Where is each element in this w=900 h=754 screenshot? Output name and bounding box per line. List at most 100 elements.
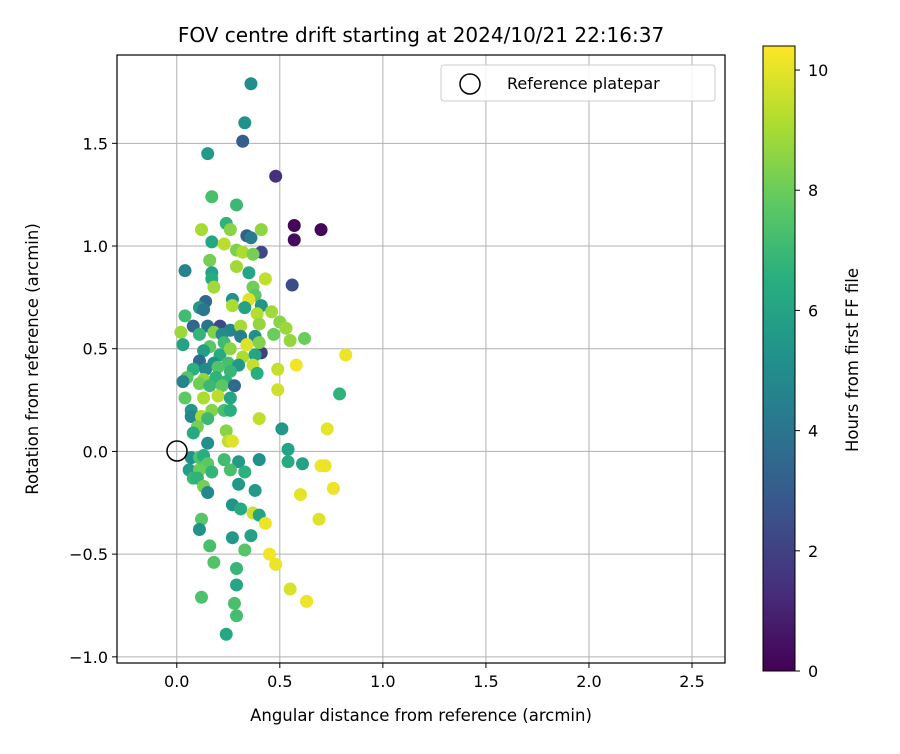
colorbar: 0 2 4 6 8 10 Hours from first FF file — [762, 45, 862, 681]
data-point — [215, 379, 229, 393]
data-point — [230, 609, 244, 623]
data-point — [271, 383, 285, 397]
data-point — [203, 539, 217, 553]
data-point — [234, 502, 248, 516]
data-point — [248, 483, 262, 497]
data-point — [225, 531, 239, 545]
colorbar-ticks: 0 2 4 6 8 10 — [795, 61, 828, 681]
legend-marker-icon — [459, 73, 481, 95]
data-point — [258, 516, 272, 530]
data-point — [232, 455, 246, 469]
data-point — [174, 325, 188, 339]
x-tick-label: 1.0 — [370, 672, 395, 691]
data-point — [252, 412, 266, 426]
data-point — [339, 348, 353, 362]
data-point — [184, 410, 198, 424]
x-tick-label: 2.0 — [576, 672, 601, 691]
data-point — [238, 116, 252, 130]
data-point — [211, 360, 225, 374]
reference-point — [166, 440, 188, 462]
colorbar-tick-label: 6 — [808, 301, 818, 320]
data-point — [223, 391, 237, 405]
data-point — [326, 481, 340, 495]
data-point — [252, 453, 266, 467]
data-point — [223, 342, 237, 356]
data-point — [201, 436, 215, 450]
data-point — [244, 77, 258, 91]
data-point — [250, 307, 264, 321]
legend-entry-reference: Reference platepar — [507, 74, 660, 93]
data-point — [244, 231, 258, 245]
x-tick-label: 2.5 — [679, 672, 704, 691]
data-point — [265, 305, 279, 319]
data-point — [283, 334, 297, 348]
data-point — [230, 260, 244, 274]
x-axis-label: Angular distance from reference (arcmin) — [250, 706, 592, 725]
data-point — [217, 453, 231, 467]
colorbar-tick-label: 10 — [808, 61, 828, 80]
data-point — [300, 594, 314, 608]
data-point — [252, 317, 266, 331]
data-point — [201, 147, 215, 161]
data-point — [289, 358, 303, 372]
x-tick-label: 1.5 — [473, 672, 498, 691]
data-point — [285, 278, 299, 292]
data-point — [197, 391, 211, 405]
data-point — [225, 434, 239, 448]
data-point — [227, 596, 241, 610]
data-point — [298, 331, 312, 345]
data-point — [205, 465, 219, 479]
data-point — [211, 389, 225, 403]
data-point — [240, 338, 254, 352]
y-tick-label: 1.5 — [83, 134, 108, 153]
data-point — [242, 266, 256, 280]
data-point — [314, 223, 328, 237]
data-point — [312, 512, 326, 526]
data-point — [223, 364, 237, 378]
data-point — [287, 218, 301, 232]
data-point — [176, 338, 190, 352]
data-point — [230, 578, 244, 592]
data-point — [192, 522, 206, 536]
y-axis-ticks: −1.0 −0.5 0.0 0.5 1.0 1.5 — [69, 134, 117, 667]
data-point — [250, 366, 264, 380]
data-point — [295, 457, 309, 471]
legend: Reference platepar — [440, 64, 716, 102]
data-point — [281, 455, 295, 469]
data-point — [254, 223, 268, 237]
data-point — [269, 169, 283, 183]
data-point — [232, 477, 246, 491]
chart-title: FOV centre drift starting at 2024/10/21 … — [178, 23, 664, 47]
data-point — [197, 303, 211, 317]
data-point — [223, 403, 237, 417]
data-point — [203, 379, 217, 393]
data-point — [178, 264, 192, 278]
data-point — [238, 465, 252, 479]
data-point — [252, 336, 266, 350]
data-point — [219, 627, 233, 641]
data-point — [199, 362, 213, 376]
data-point — [318, 459, 332, 473]
data-point — [192, 377, 206, 391]
data-point — [207, 280, 221, 294]
data-points — [174, 77, 353, 641]
colorbar-tick-label: 8 — [808, 181, 818, 200]
data-point — [178, 309, 192, 323]
y-tick-label: 0.0 — [83, 442, 108, 461]
data-point — [203, 253, 217, 267]
data-point — [217, 237, 231, 251]
data-point — [197, 344, 211, 358]
data-point — [238, 301, 252, 315]
data-point — [248, 348, 262, 362]
data-point — [227, 379, 241, 393]
grid-lines — [117, 55, 725, 663]
legend-box — [440, 64, 716, 102]
data-point — [195, 223, 209, 237]
data-point — [195, 512, 209, 526]
colorbar-label: Hours from first FF file — [843, 268, 862, 452]
data-point — [279, 321, 293, 335]
data-point — [320, 422, 334, 436]
data-point — [258, 272, 272, 286]
data-point — [333, 387, 347, 401]
